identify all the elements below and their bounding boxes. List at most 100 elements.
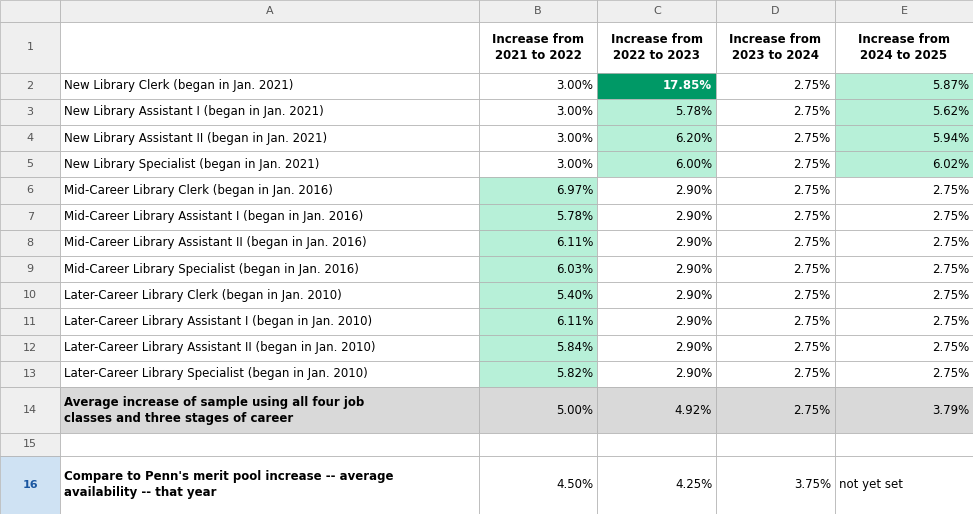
- Bar: [716, 204, 835, 230]
- Bar: [597, 204, 716, 230]
- Text: Increase from
2023 to 2024: Increase from 2023 to 2024: [730, 33, 821, 62]
- Text: Later-Career Library Clerk (began in Jan. 2010): Later-Career Library Clerk (began in Jan…: [64, 289, 342, 302]
- Text: 5.94%: 5.94%: [932, 132, 969, 144]
- Bar: [716, 177, 835, 204]
- Text: 2.90%: 2.90%: [675, 368, 712, 380]
- Bar: [0, 335, 60, 361]
- Text: 6.11%: 6.11%: [556, 236, 594, 249]
- Bar: [60, 282, 479, 308]
- Bar: [60, 308, 479, 335]
- Bar: [479, 0, 597, 22]
- Bar: [597, 433, 716, 455]
- Bar: [716, 125, 835, 151]
- Bar: [835, 72, 973, 99]
- Text: A: A: [266, 6, 273, 16]
- Bar: [0, 282, 60, 308]
- Bar: [0, 361, 60, 387]
- Bar: [479, 387, 597, 433]
- Bar: [597, 256, 716, 282]
- Bar: [597, 0, 716, 22]
- Bar: [479, 335, 597, 361]
- Bar: [479, 282, 597, 308]
- Bar: [60, 455, 479, 514]
- Bar: [597, 230, 716, 256]
- Text: 5.82%: 5.82%: [557, 368, 594, 380]
- Text: 16: 16: [22, 480, 38, 490]
- Text: 17.85%: 17.85%: [663, 79, 712, 92]
- Text: 3.79%: 3.79%: [932, 403, 969, 417]
- Text: Later-Career Library Specialist (began in Jan. 2010): Later-Career Library Specialist (began i…: [64, 368, 368, 380]
- Bar: [716, 99, 835, 125]
- Bar: [479, 230, 597, 256]
- Bar: [716, 151, 835, 177]
- Bar: [60, 387, 479, 433]
- Bar: [0, 230, 60, 256]
- Text: 2.75%: 2.75%: [932, 184, 969, 197]
- Bar: [60, 204, 479, 230]
- Text: 2.90%: 2.90%: [675, 236, 712, 249]
- Text: Mid-Career Library Assistant I (began in Jan. 2016): Mid-Career Library Assistant I (began in…: [64, 210, 364, 223]
- Text: B: B: [534, 6, 542, 16]
- Text: 2.75%: 2.75%: [794, 263, 831, 276]
- Bar: [597, 125, 716, 151]
- Bar: [0, 308, 60, 335]
- Bar: [0, 204, 60, 230]
- Bar: [835, 99, 973, 125]
- Text: Later-Career Library Assistant II (began in Jan. 2010): Later-Career Library Assistant II (began…: [64, 341, 376, 354]
- Text: 2.75%: 2.75%: [794, 403, 831, 417]
- Text: 2.90%: 2.90%: [675, 184, 712, 197]
- Text: 1: 1: [26, 42, 34, 52]
- Bar: [60, 151, 479, 177]
- Text: 3.00%: 3.00%: [557, 105, 594, 118]
- Text: 3.00%: 3.00%: [557, 79, 594, 92]
- Text: 3.00%: 3.00%: [557, 158, 594, 171]
- Bar: [597, 177, 716, 204]
- Bar: [479, 256, 597, 282]
- Bar: [0, 0, 60, 22]
- Text: Average increase of sample using all four job
classes and three stages of career: Average increase of sample using all fou…: [64, 396, 365, 425]
- Text: 6.20%: 6.20%: [675, 132, 712, 144]
- Bar: [597, 282, 716, 308]
- Bar: [597, 151, 716, 177]
- Bar: [835, 387, 973, 433]
- Text: 2.75%: 2.75%: [794, 158, 831, 171]
- Bar: [0, 177, 60, 204]
- Text: 5.84%: 5.84%: [557, 341, 594, 354]
- Bar: [716, 256, 835, 282]
- Bar: [60, 433, 479, 455]
- Text: Mid-Career Library Specialist (began in Jan. 2016): Mid-Career Library Specialist (began in …: [64, 263, 359, 276]
- Text: 6.11%: 6.11%: [556, 315, 594, 328]
- Bar: [597, 99, 716, 125]
- Bar: [0, 151, 60, 177]
- Text: 10: 10: [23, 290, 37, 300]
- Bar: [479, 72, 597, 99]
- Bar: [60, 230, 479, 256]
- Text: 14: 14: [23, 405, 37, 415]
- Text: 2.75%: 2.75%: [794, 210, 831, 223]
- Bar: [0, 387, 60, 433]
- Bar: [835, 204, 973, 230]
- Text: New Library Assistant II (began in Jan. 2021): New Library Assistant II (began in Jan. …: [64, 132, 328, 144]
- Text: Mid-Career Library Clerk (began in Jan. 2016): Mid-Career Library Clerk (began in Jan. …: [64, 184, 333, 197]
- Bar: [60, 99, 479, 125]
- Bar: [716, 455, 835, 514]
- Bar: [716, 387, 835, 433]
- Text: 2.75%: 2.75%: [932, 315, 969, 328]
- Text: Later-Career Library Assistant I (began in Jan. 2010): Later-Career Library Assistant I (began …: [64, 315, 373, 328]
- Text: 4.50%: 4.50%: [557, 478, 594, 491]
- Text: 2.75%: 2.75%: [932, 263, 969, 276]
- Text: 2.75%: 2.75%: [932, 289, 969, 302]
- Bar: [597, 308, 716, 335]
- Bar: [60, 335, 479, 361]
- Bar: [597, 72, 716, 99]
- Bar: [479, 455, 597, 514]
- Bar: [479, 308, 597, 335]
- Text: 6.02%: 6.02%: [932, 158, 969, 171]
- Bar: [0, 256, 60, 282]
- Bar: [479, 361, 597, 387]
- Bar: [60, 0, 479, 22]
- Bar: [835, 335, 973, 361]
- Bar: [716, 0, 835, 22]
- Text: 3.75%: 3.75%: [794, 478, 831, 491]
- Text: 5.62%: 5.62%: [932, 105, 969, 118]
